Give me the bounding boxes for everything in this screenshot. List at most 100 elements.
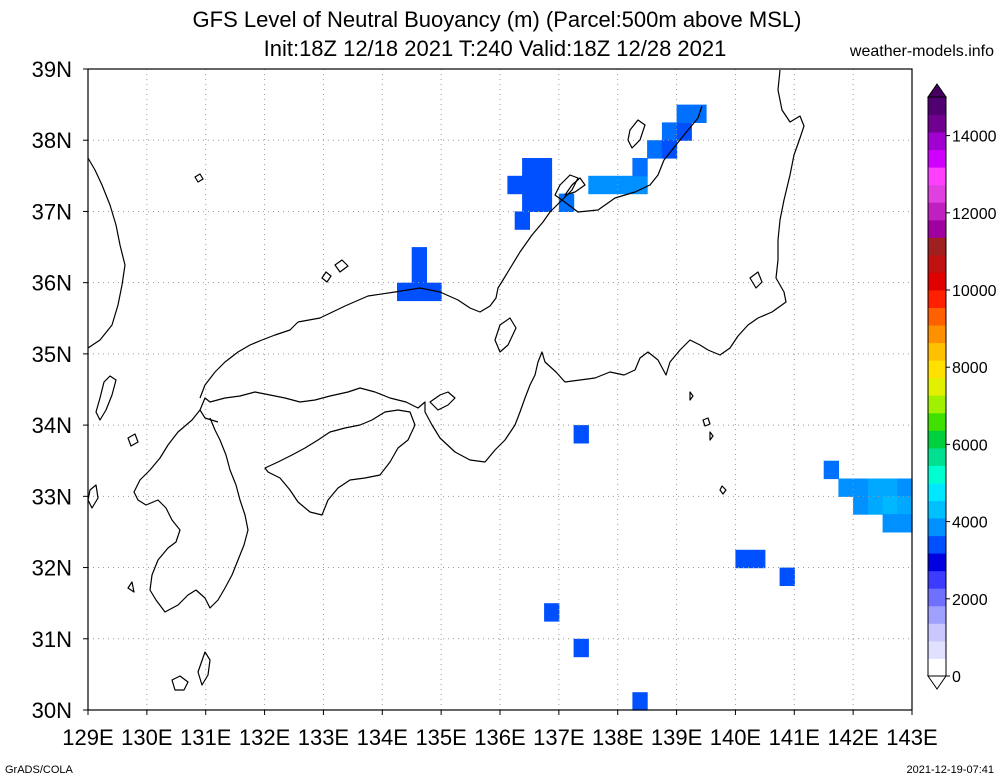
coastline-oki2 [334,259,349,273]
lnb-cell [411,282,427,302]
lnb-cell [897,496,913,515]
colorbar-segment [928,535,946,554]
x-tick-label: 142E [827,725,878,750]
chart-title-line2: Init:18Z 12/18 2021 T:240 Valid:18Z 12/2… [263,36,727,61]
colorbar-segment [928,360,946,379]
coastline-hachijo2 [709,431,714,441]
colorbar-label: 2000 [952,592,988,609]
lnb-data-cells [397,104,913,711]
coastline-koshiki [127,581,135,593]
colorbar-segment [928,202,946,221]
colorbar-segment [928,483,946,501]
lnb-cell [536,175,553,195]
lnb-cell [411,264,427,284]
colorbar-frame [927,96,947,677]
colorbar-segment [928,395,946,414]
x-tick-label: 138E [592,725,643,750]
colorbar-segment [928,447,946,466]
coastline-korea [87,157,126,349]
colorbar-segment [928,132,946,151]
y-tick-label: 30N [32,698,72,723]
lnb-cell [514,211,530,230]
colorbar-segment [928,518,946,537]
x-tick-label: 133E [298,725,349,750]
lnb-cell [603,175,619,195]
lnb-cell [882,514,898,533]
x-tick-label: 129E [62,725,113,750]
lnb-cell [536,193,553,212]
lnb-cell [897,478,913,497]
lnb-cell [661,140,678,159]
y-tick-label: 35N [32,342,72,367]
lnb-cell [507,175,523,195]
x-tick-label: 132E [239,725,290,750]
lnb-cell [632,175,648,195]
coastline-honshu-west [199,321,299,399]
coastline-oki [321,271,332,283]
colorbar-segment [928,307,946,326]
coastline-awaji [429,391,456,411]
colorbar-segment [928,553,946,572]
colorbar-bottom-arrow [927,675,947,690]
coastline-tanegashima [197,651,211,686]
colorbar-label: 4000 [952,515,988,532]
coastline-kasumigaura [749,271,763,289]
lnb-cell [632,692,648,711]
coastline-miyake [702,417,711,427]
footer-credit: GrADS/COLA [5,764,73,776]
lnb-cell [735,549,751,569]
colorbar-segment [928,149,946,168]
colorbar-segment [928,640,946,659]
x-tick-label: 134E [357,725,408,750]
y-tick-label: 37N [32,199,72,224]
x-tick-label: 135E [415,725,466,750]
colorbar-segment [928,97,946,115]
coastlines [87,69,805,691]
colorbar-segment [928,237,946,256]
coastline-north-honshu [199,69,805,463]
colorbar-segment [928,377,946,396]
lnb-cell [588,175,604,195]
lnb-cell [676,104,692,123]
x-tick-label: 140E [710,725,761,750]
footer-timestamp: 2021-12-19-07:41 [906,764,994,776]
coastline-iki [127,433,139,447]
lnb-cell [544,603,560,622]
lnb-cell [823,460,839,480]
coastline-honshu-north [297,105,703,323]
y-tick-label: 36N [32,271,72,296]
lnb-cell [397,282,413,302]
lnb-cell [867,478,884,497]
lnb-cell [522,175,538,195]
colorbar-top-arrow [927,83,947,98]
coastline-hachijo [719,485,727,495]
colorbar-label: 8000 [952,360,988,377]
coastline-ulleung [194,173,204,183]
y-tick-label: 31N [32,627,72,652]
lnb-cell [779,567,795,586]
colorbar-segment [928,114,946,133]
x-tick-label: 131E [180,725,231,750]
colorbar-segment [928,272,946,291]
x-tick-label: 137E [533,725,584,750]
colorbar-label: 10000 [952,283,997,300]
coastline-biwa [494,317,517,353]
lnb-cell [522,193,538,212]
lat-lon-grid [88,69,912,710]
y-tick-label: 38N [32,128,72,153]
colorbar-segment [928,342,946,361]
x-tick-label: 130E [121,725,172,750]
lnb-cell [617,175,633,195]
colorbar-label: 6000 [952,437,988,454]
lnb-cell [573,638,589,658]
lnb-cell [897,514,913,533]
colorbar-segment [928,254,946,273]
colorbar-segment [928,465,946,484]
axis-tick-labels: 129E 130E 131E 132E 133E 134E 135E 136E 137E 138E… [32,57,938,750]
lnb-cell [573,425,589,444]
y-tick-label: 39N [32,57,72,82]
site-credit: weather-models.info [849,43,994,60]
colorbar-segment [928,658,946,677]
lnb-cell [867,496,884,515]
